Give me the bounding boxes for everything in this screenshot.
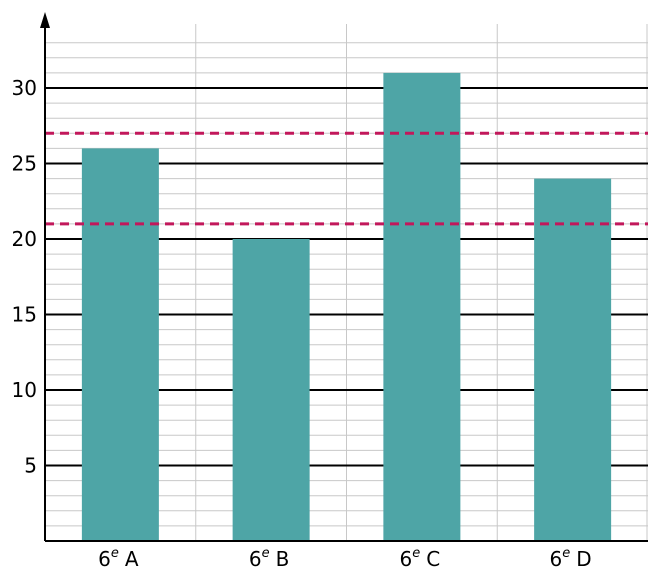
bars xyxy=(81,72,612,542)
y-tick-label: 30 xyxy=(12,76,37,100)
y-tick-label: 15 xyxy=(12,303,37,327)
y-tick-label: 25 xyxy=(12,152,37,176)
x-tick-label: 6e A xyxy=(98,546,139,571)
y-tick-label: 10 xyxy=(12,378,37,402)
x-tick-label: 6e B xyxy=(249,546,289,571)
x-tick-label: 6e C xyxy=(400,546,441,571)
reference-lines xyxy=(45,131,648,226)
bar xyxy=(534,178,612,541)
y-tick-label: 20 xyxy=(12,227,37,251)
y-axis-arrow-icon xyxy=(40,12,50,28)
vertical-grid xyxy=(195,24,648,541)
bar xyxy=(383,72,461,542)
bar xyxy=(232,239,310,541)
x-tick-labels: 6e A 6e B 6e C 6e D xyxy=(98,546,592,571)
y-tick-label: 5 xyxy=(24,454,37,478)
bar xyxy=(81,148,159,541)
x-tick-label: 6e D xyxy=(550,546,592,571)
axes xyxy=(40,12,648,542)
y-tick-labels: 5 10 15 20 25 30 xyxy=(12,76,37,478)
